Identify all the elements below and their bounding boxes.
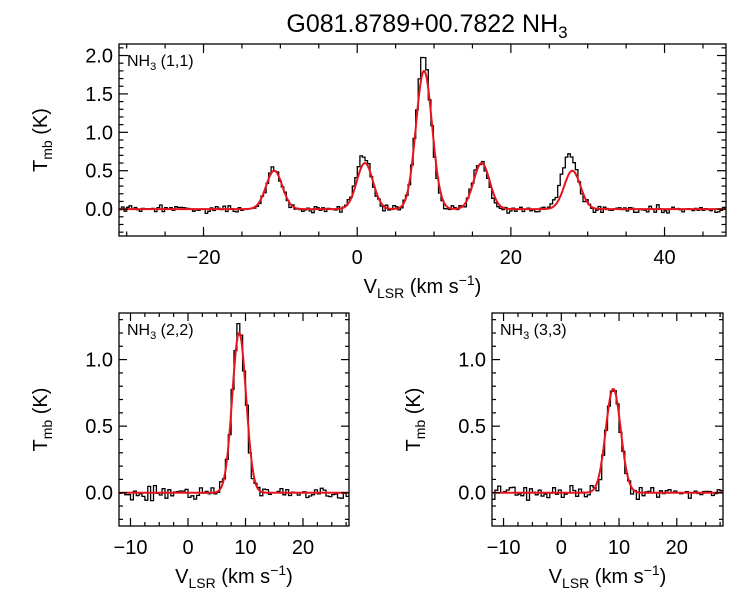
y-tick-label: 1.0 (85, 122, 113, 144)
panel-nh3-1-1: −20 0 20 40 0.0 0.5 1.0 1.5 2.0 NH3 (1,1) VLSR (km… (30, 43, 727, 301)
x-axis-label: VLSR (km s−1) (549, 562, 667, 591)
x-tick-label: −10 (487, 537, 521, 559)
panel-nh3-2-2: −10 0 10 20 0.0 0.5 1.0 NH3 (2,2) VLSR (km s−1) T… (30, 312, 350, 591)
y-tick-label: 1.0 (458, 350, 486, 372)
y-axis-label: Tmb (K) (30, 108, 55, 172)
y-axis-label: Tmb (K) (403, 388, 428, 452)
fit-curve-line (492, 387, 723, 494)
x-tick-label: 20 (292, 537, 314, 559)
x-tick-label: 20 (666, 537, 688, 559)
panel-label: NH3 (1,1) (127, 53, 194, 73)
figure-title: G081.8789+00.7822 NH3 (286, 10, 567, 42)
x-tick-label: 40 (653, 247, 675, 269)
x-tick-label: −10 (114, 537, 148, 559)
y-tick-label: 1.0 (85, 350, 113, 372)
fit-curve-line (119, 69, 726, 211)
y-tick-label: 1.5 (85, 84, 113, 106)
y-axis-label: Tmb (K) (30, 388, 55, 452)
x-tick-label: 0 (556, 537, 567, 559)
y-tick-label: 0.5 (85, 161, 113, 183)
y-tick-label: 0.0 (458, 483, 486, 505)
y-tick-label: 0.5 (85, 416, 113, 438)
plot-frame (118, 312, 350, 527)
x-axis-label: VLSR (km s−1) (364, 272, 482, 301)
x-tick-label: 20 (500, 247, 522, 269)
x-axis-label: VLSR (km s−1) (175, 562, 293, 591)
x-tick-label: 10 (234, 537, 256, 559)
panel-nh3-3-3: −10 0 10 20 0.0 0.5 1.0 NH3 (3,3) VLSR (km s−1) T… (403, 312, 724, 591)
y-tick-label: 2.0 (85, 46, 113, 68)
x-tick-label: 0 (182, 537, 193, 559)
x-tick-label: 0 (352, 247, 363, 269)
x-tick-label: −20 (187, 247, 221, 269)
y-tick-label: 0.0 (85, 199, 113, 221)
y-tick-label: 0.0 (85, 483, 113, 505)
panel-label: NH3 (2,2) (127, 322, 194, 342)
panel-label: NH3 (3,3) (500, 322, 567, 342)
y-tick-label: 0.5 (458, 416, 486, 438)
x-tick-label: 10 (608, 537, 630, 559)
fit-curve-line (119, 331, 349, 494)
plot-frame (491, 312, 724, 527)
